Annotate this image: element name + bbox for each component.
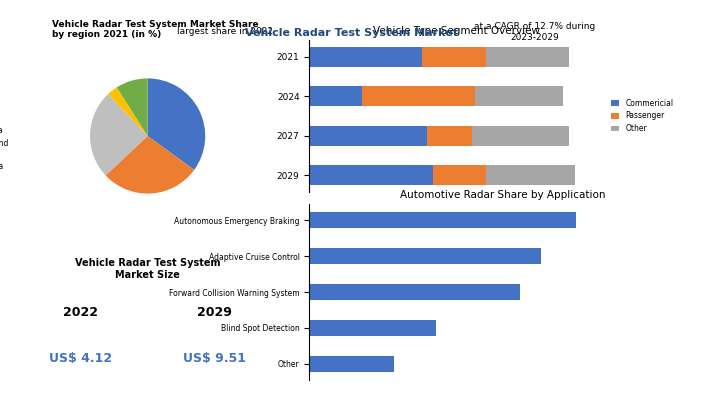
Bar	[309, 47, 422, 67]
Bar	[309, 356, 394, 372]
Title: Automotive Radar Share by Application: Automotive Radar Share by Application	[400, 190, 605, 200]
Bar	[309, 320, 436, 336]
Text: 2029: 2029	[197, 306, 232, 320]
Legend: Asia Pacific, Europe, North America, Middle East and
Africa, South America: Asia Pacific, Europe, North America, Mid…	[0, 98, 12, 174]
Bar	[363, 86, 475, 106]
Wedge shape	[108, 87, 148, 136]
Text: at a CAGR of 12.7% during
2023-2029: at a CAGR of 12.7% during 2023-2029	[474, 22, 595, 42]
Text: US$ 9.51: US$ 9.51	[183, 352, 246, 365]
Bar	[309, 248, 541, 264]
Bar	[309, 212, 576, 228]
Wedge shape	[148, 78, 205, 170]
Bar	[309, 126, 427, 146]
Title: Vehicle Type Segment Overview: Vehicle Type Segment Overview	[373, 26, 541, 36]
Bar	[309, 86, 363, 106]
Text: 2022: 2022	[63, 306, 98, 320]
Wedge shape	[117, 78, 148, 136]
Text: Vehicle Radar Test System Market: Vehicle Radar Test System Market	[245, 28, 458, 38]
Text: Vehicle Radar Test System
Market Size: Vehicle Radar Test System Market Size	[75, 258, 220, 280]
Legend: Commericial, Passenger, Other: Commericial, Passenger, Other	[608, 96, 676, 136]
Bar	[433, 165, 486, 185]
Text: US$ 4.12: US$ 4.12	[49, 352, 112, 365]
Bar	[486, 165, 575, 185]
Wedge shape	[105, 136, 194, 194]
Bar	[472, 126, 569, 146]
Bar	[309, 284, 520, 300]
Text: Vehicle Radar Test System Market Share
by region 2021 (in %): Vehicle Radar Test System Market Share b…	[51, 20, 258, 39]
Text: largest share in 2022: largest share in 2022	[177, 28, 273, 36]
Bar	[427, 126, 472, 146]
Bar	[475, 86, 563, 106]
Wedge shape	[90, 94, 148, 176]
Bar	[309, 165, 433, 185]
Bar	[422, 47, 486, 67]
Bar	[486, 47, 569, 67]
